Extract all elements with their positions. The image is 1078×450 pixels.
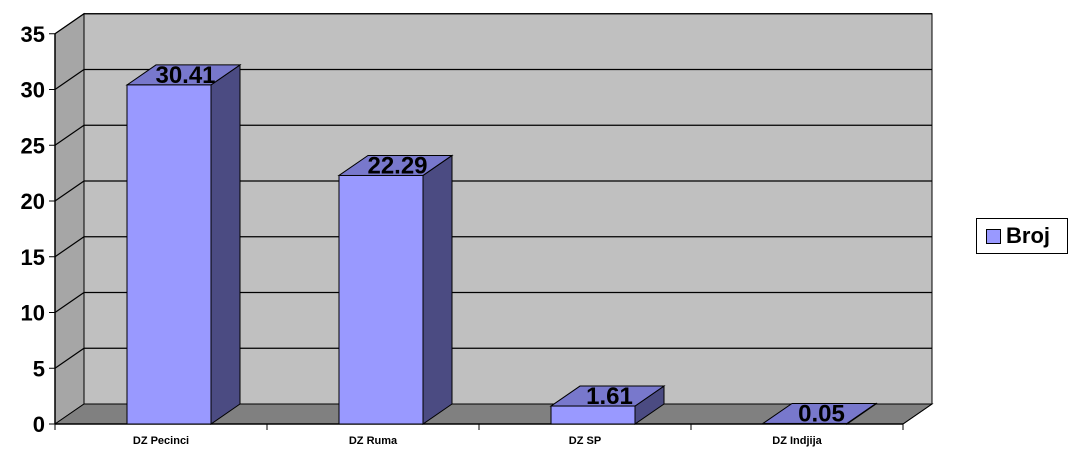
y-tick-label: 15: [21, 245, 45, 270]
data-label: 0.05: [798, 400, 845, 427]
y-tick-label: 20: [21, 189, 45, 214]
floor-edge: [902, 403, 933, 425]
x-tick-label: DZ Indjija: [772, 435, 822, 447]
legend-swatch: [986, 228, 1001, 244]
x-tick-label: DZ Pecinci: [133, 435, 189, 447]
y-tick-label: 5: [33, 356, 45, 381]
y-tick-label: 10: [21, 301, 45, 326]
data-label: 1.61: [586, 383, 633, 410]
y-tick-label: 0: [33, 412, 45, 437]
bar-side: [422, 154, 453, 425]
bar: [762, 422, 848, 425]
gridline: [54, 347, 932, 369]
bar: [550, 405, 636, 425]
gridline: [54, 180, 932, 202]
y-tick-label: 30: [21, 78, 45, 103]
x-tick-label: DZ Ruma: [349, 435, 398, 447]
plot-side-wall: [54, 12, 85, 425]
gridline: [54, 291, 932, 313]
data-label: 30.41: [155, 62, 215, 89]
data-label: 22.29: [367, 152, 427, 179]
x-tick-label: DZ SP: [569, 435, 601, 447]
legend-label-broj: Broj: [1006, 223, 1050, 248]
bar: [126, 84, 212, 425]
bar-side: [210, 63, 241, 425]
y-tick-label: 35: [21, 22, 45, 47]
gridline: [54, 13, 932, 35]
gridline: [54, 68, 932, 90]
gridline: [54, 236, 932, 258]
legend: Broj: [976, 218, 1068, 254]
y-tick-label: 25: [21, 133, 45, 158]
gridline: [54, 124, 932, 146]
bar: [338, 174, 424, 425]
